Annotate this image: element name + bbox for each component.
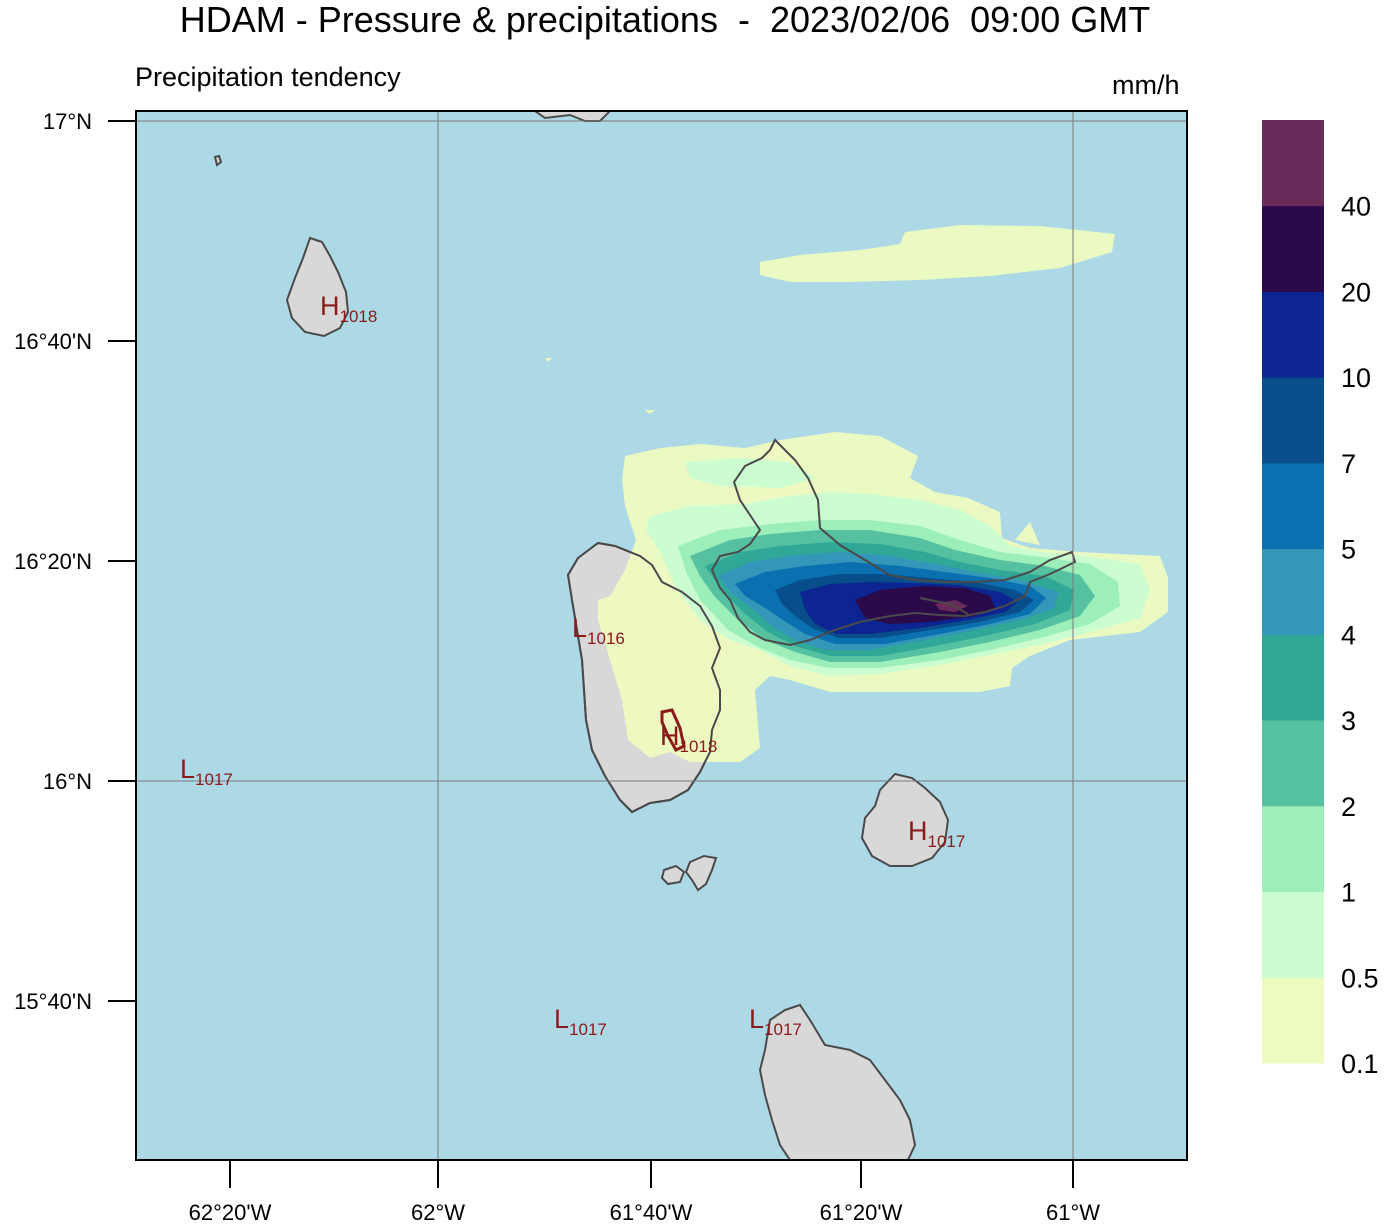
precipitation-field (545, 225, 1168, 762)
lat-tick-label: 15°40'N (14, 989, 92, 1014)
map-frame (135, 110, 1188, 1161)
lon-tick-label: 61°W (1046, 1200, 1100, 1225)
lat-tick-marks (108, 120, 136, 1002)
pressure-mark-low: L1017 (180, 754, 233, 789)
pressure-labels: H1018 L1016 H1018 L1017 H1017 L1017 L101… (180, 291, 965, 1039)
colorbar-label: 4 (1341, 620, 1356, 650)
pressure-mark-high: H1018 (320, 291, 377, 326)
colorbar-label: 2 (1341, 792, 1356, 822)
colorbar-label: 5 (1341, 535, 1356, 565)
lon-tick-label: 61°20'W (820, 1200, 903, 1225)
units-label: mm/h (1112, 70, 1180, 100)
isobar-1018 (660, 708, 686, 752)
colorbar-swatch (1262, 205, 1324, 292)
colorbar (1262, 120, 1324, 1064)
colorbar-swatch (1262, 377, 1324, 464)
pressure-mark-high: H1018 (660, 721, 717, 756)
colorbar-swatch (1262, 291, 1324, 378)
lon-tick-label: 61°40'W (610, 1200, 693, 1225)
colorbar-label: 10 (1341, 363, 1371, 393)
pressure-mark-low: L1016 (572, 613, 625, 648)
precip-band-20 (855, 586, 995, 624)
colorbar-label: 0.5 (1341, 963, 1379, 993)
lon-tick-label: 62°20'W (189, 1200, 272, 1225)
island-montserrat (285, 236, 350, 338)
colorbar-label: 0.1 (1341, 1049, 1379, 1079)
colorbar-label: 20 (1341, 277, 1371, 307)
colorbar-label: 3 (1341, 706, 1356, 736)
colorbar-label: 1 (1341, 878, 1356, 908)
colorbar-swatch (1262, 634, 1324, 721)
colorbar-swatch (1262, 720, 1324, 807)
lat-tick-label: 16°40'N (14, 329, 92, 354)
map-title: HDAM - Pressure & precipitations - 2023/… (179, 0, 1151, 40)
colorbar-label: 40 (1341, 192, 1371, 222)
colorbar-labels: 0.1 0.5 1 2 3 4 5 7 10 20 40 (1341, 192, 1379, 1079)
lat-tick-labels: 17°N 16°40'N 16°20'N 16°N 15°40'N (14, 109, 92, 1014)
lon-tick-label: 62°W (411, 1200, 465, 1225)
colorbar-swatch (1262, 462, 1324, 550)
colorbar-swatch (1262, 120, 1324, 207)
lon-tick-marks (229, 1160, 1074, 1188)
colorbar-label: 7 (1341, 449, 1356, 479)
island-les-saintes (660, 854, 718, 892)
island-marie-galante (860, 772, 950, 867)
colorbar-swatch (1262, 977, 1324, 1064)
island-islet-north (213, 154, 223, 167)
map-subtitle: Precipitation tendency (135, 62, 401, 92)
pressure-mark-low: L1017 (749, 1004, 802, 1039)
island-dominica (758, 1003, 917, 1160)
pressure-mark-high: H1017 (908, 816, 965, 851)
lat-tick-label: 16°20'N (14, 549, 92, 574)
lat-tick-label: 17°N (43, 109, 92, 134)
colorbar-swatch (1262, 805, 1324, 893)
pressure-mark-low: L1017 (554, 1004, 607, 1039)
colorbar-swatch (1262, 891, 1324, 978)
lon-tick-labels: 62°20'W 62°W 61°40'W 61°20'W 61°W (189, 1200, 1101, 1225)
colorbar-swatch (1262, 548, 1324, 635)
lat-tick-label: 16°N (43, 769, 92, 794)
graticule (136, 111, 1187, 1160)
